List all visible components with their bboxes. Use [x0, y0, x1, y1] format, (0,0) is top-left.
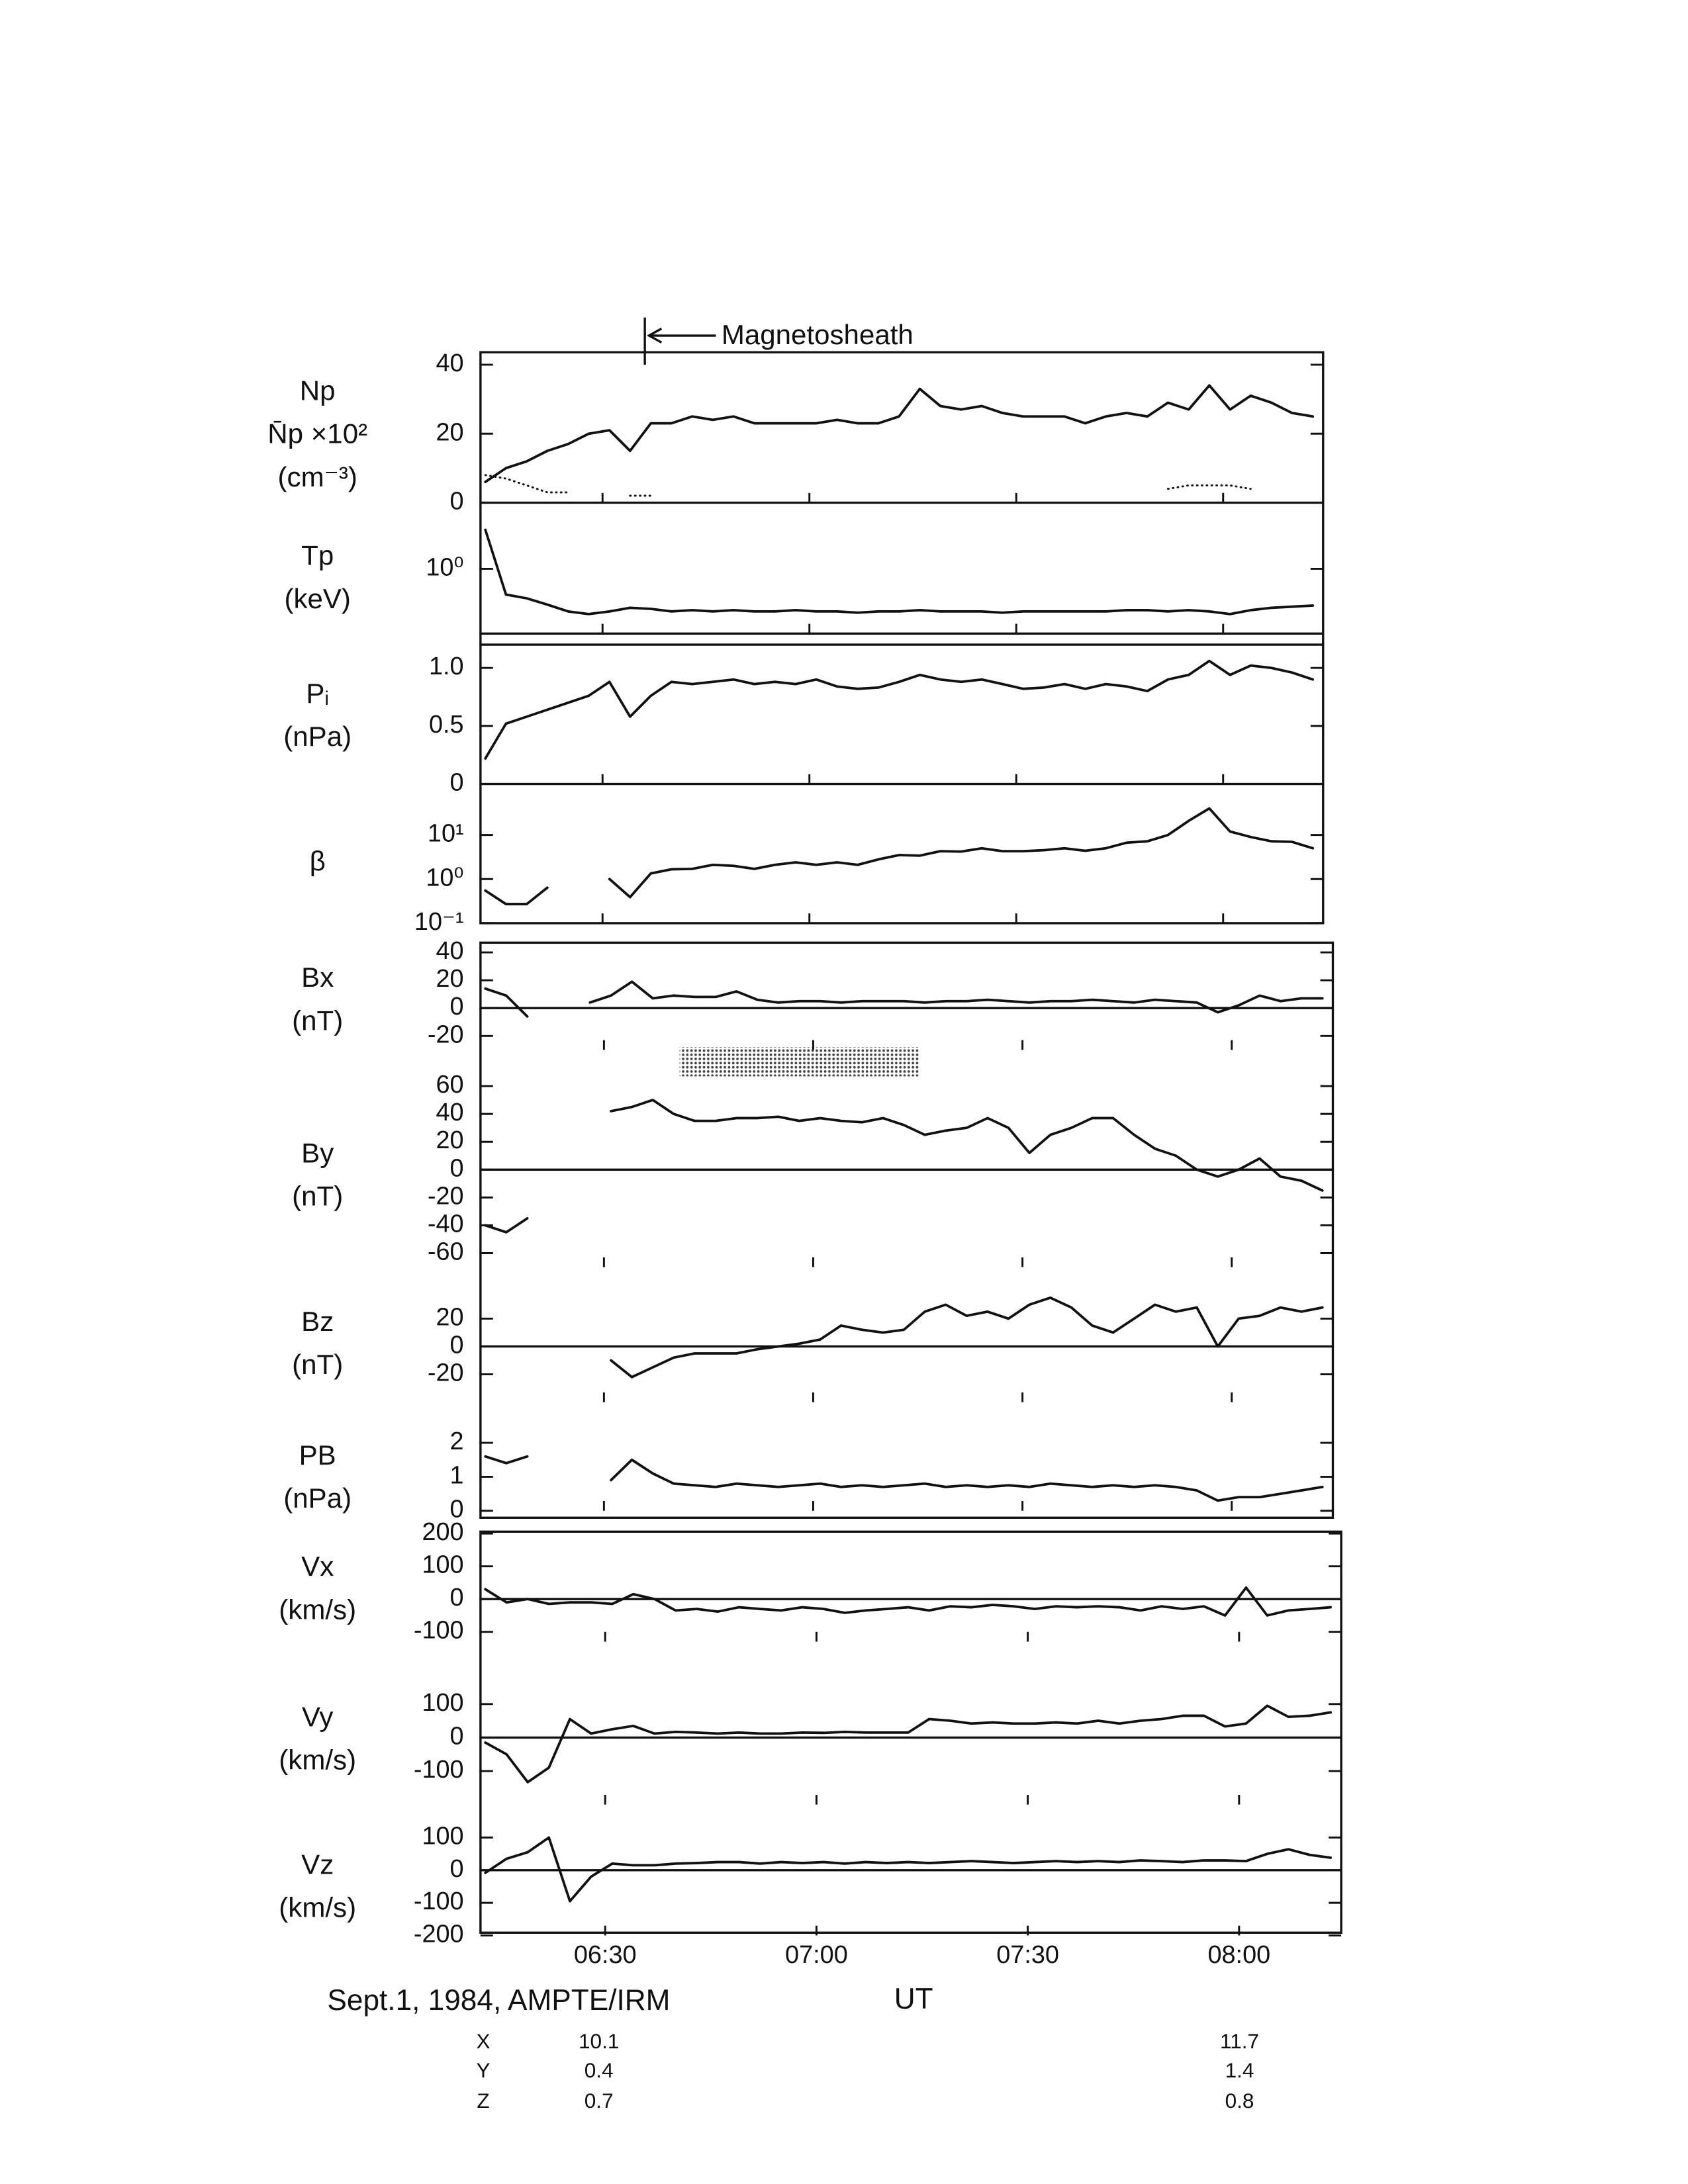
- y-tick-label: -20: [428, 1359, 464, 1387]
- x-tick-label: 06:30: [574, 1941, 637, 1969]
- position-end: 1.4: [1225, 2058, 1254, 2082]
- y-axis-label: (km/s): [279, 1594, 356, 1625]
- y-tick-label: 20: [436, 1303, 463, 1331]
- y-tick-label: -40: [428, 1210, 464, 1238]
- y-tick-label: 0: [450, 1855, 464, 1883]
- data-line: [484, 980, 1324, 1018]
- y-axis-label: (nT): [292, 1349, 343, 1380]
- y-tick-label: -20: [428, 1021, 464, 1048]
- y-axis-label: (km/s): [279, 1892, 356, 1923]
- x-tick-label: 07:00: [785, 1941, 848, 1969]
- position-end: 0.8: [1225, 2089, 1254, 2113]
- y-tick-label: 0: [450, 488, 464, 516]
- y-tick-label: 0.5: [429, 711, 464, 739]
- caption: Sept.1, 1984, AMPTE/IRM: [327, 1984, 670, 2017]
- y-tick-label: 10⁰: [426, 553, 463, 581]
- data-line: [610, 1296, 1324, 1379]
- position-table: X 10.1 11.7 Y 0.4 1.4 Z 0.7 0.8: [477, 2029, 1260, 2113]
- y-axis-label: Pᵢ: [306, 678, 329, 709]
- y-tick-label: -100: [414, 1756, 464, 1784]
- y-axis-label: (km/s): [279, 1745, 356, 1776]
- y-tick-label: -60: [428, 1238, 464, 1266]
- y-tick-label: 60: [436, 1071, 463, 1099]
- annotation: Magnetosheath: [722, 319, 914, 350]
- y-tick-label: 200: [422, 1518, 463, 1546]
- data-line: [484, 659, 1315, 760]
- data-line: [484, 1836, 1333, 1903]
- x-tick-label: 08:00: [1207, 1941, 1270, 1969]
- position-start: 0.4: [585, 2058, 614, 2082]
- y-tick-label: 10⁰: [426, 864, 463, 891]
- y-tick-label: 40: [436, 349, 463, 377]
- y-axis-label: N̄p ×10²: [267, 418, 367, 449]
- y-tick-label: 0: [450, 1584, 464, 1612]
- position-label: X: [477, 2029, 491, 2053]
- y-axis-label: Bx: [301, 962, 334, 993]
- shaded-interval: [679, 1047, 919, 1077]
- data-line: [484, 1586, 1333, 1617]
- y-axis-label: (nT): [292, 1005, 343, 1036]
- position-start: 10.1: [579, 2029, 619, 2053]
- y-tick-label: 0: [450, 1722, 464, 1750]
- frame-velocity: [479, 1530, 1342, 1934]
- y-axis-label: Vz: [301, 1848, 334, 1880]
- y-axis-label: (nPa): [283, 721, 352, 752]
- y-tick-label: 1.0: [429, 653, 464, 680]
- y-tick-label: 20: [436, 1126, 463, 1154]
- y-axis-label: PB: [299, 1439, 336, 1471]
- y-axis-label: Vx: [301, 1551, 334, 1582]
- y-axis-label: (nPa): [283, 1482, 352, 1514]
- y-tick-label: 40: [436, 1099, 463, 1126]
- y-tick-label: 10¹: [428, 820, 464, 848]
- x-axis-label: UT: [894, 1983, 933, 2015]
- y-tick-label: 0: [450, 1154, 464, 1182]
- y-tick-label: 20: [436, 965, 463, 993]
- y-tick-label: 0: [450, 769, 464, 797]
- y-axis-label: By: [301, 1137, 334, 1168]
- y-axis-label: Np: [300, 375, 336, 406]
- data-line: [484, 384, 1315, 484]
- y-tick-label: -100: [414, 1617, 464, 1645]
- y-tick-label: 100: [422, 1689, 463, 1717]
- data-line: [484, 807, 1315, 905]
- y-tick-label: 40: [436, 937, 463, 965]
- y-tick-label: 100: [422, 1551, 463, 1579]
- y-axis-label: Tp: [301, 540, 334, 571]
- frame-plasma: [479, 351, 1325, 925]
- position-start: 0.7: [585, 2089, 614, 2113]
- y-tick-label: 20: [436, 418, 463, 446]
- x-tick-label: 07:30: [996, 1941, 1059, 1969]
- y-tick-label: 1: [450, 1461, 464, 1489]
- frame-field: [479, 941, 1335, 1519]
- y-axis-label: Bz: [301, 1306, 334, 1337]
- y-axis-label: β: [310, 846, 326, 877]
- y-axis-label: (keV): [284, 583, 351, 614]
- y-axis-label: (nT): [292, 1181, 343, 1212]
- position-end: 11.7: [1220, 2029, 1259, 2053]
- y-tick-label: -20: [428, 1182, 464, 1210]
- position-label: Z: [477, 2089, 489, 2113]
- y-tick-label: 2: [450, 1428, 464, 1455]
- data-line: [484, 474, 1252, 497]
- y-axis-label: Vy: [302, 1701, 334, 1732]
- y-tick-label: 0: [450, 993, 464, 1021]
- arrow-head: [646, 328, 663, 344]
- y-tick-label: -100: [414, 1888, 464, 1915]
- y-axis-label: (cm⁻³): [278, 461, 357, 492]
- data-line: [484, 528, 1315, 615]
- y-tick-label: -200: [414, 1920, 464, 1948]
- data-line: [484, 1704, 1333, 1784]
- data-line: [484, 1099, 1324, 1234]
- position-label: Y: [477, 2058, 491, 2082]
- y-tick-label: 100: [422, 1823, 463, 1850]
- y-tick-label: 10⁻¹: [414, 908, 464, 936]
- y-tick-label: 0: [450, 1331, 464, 1359]
- y-tick-label: 0: [450, 1496, 464, 1524]
- data-line: [484, 1455, 1324, 1502]
